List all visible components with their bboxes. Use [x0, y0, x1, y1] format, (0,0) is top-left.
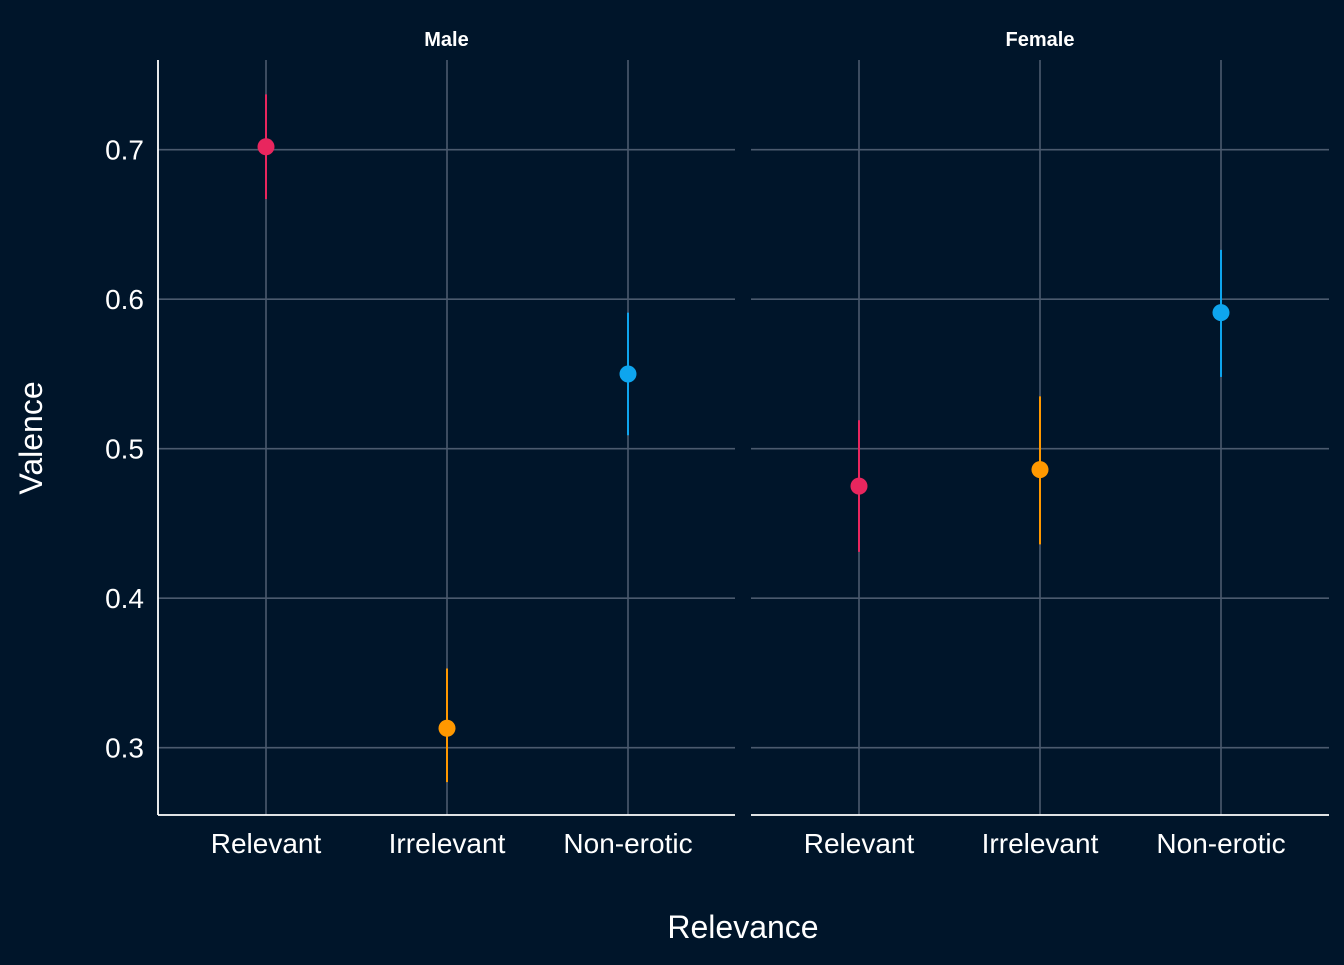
- data-point: [438, 719, 456, 737]
- x-tick-label: Irrelevant: [982, 828, 1099, 859]
- x-tick-label: Non-erotic: [563, 828, 692, 859]
- data-point: [1212, 304, 1230, 322]
- data-point: [1031, 461, 1049, 479]
- panel-male: Male Relevant Irrelevant Non-erotic: [157, 29, 735, 859]
- data-point: [850, 477, 868, 495]
- y-tick-label: 0.5: [105, 434, 144, 465]
- y-tick-label: 0.4: [105, 583, 144, 614]
- x-tick-label: Non-erotic: [1156, 828, 1285, 859]
- y-tick-label: 0.7: [105, 135, 144, 166]
- y-tick-label: 0.6: [105, 284, 144, 315]
- x-axis-title: Relevance: [667, 909, 818, 945]
- y-axis-title: Valence: [13, 381, 49, 494]
- x-tick-label: Irrelevant: [389, 828, 506, 859]
- x-tick-label: Relevant: [804, 828, 915, 859]
- x-tick-label: Relevant: [211, 828, 322, 859]
- y-tick-label: 0.3: [105, 733, 144, 764]
- facet-strip-label: Male: [424, 29, 468, 51]
- facet-strip-label: Female: [1006, 29, 1075, 51]
- data-point: [257, 138, 275, 156]
- data-point: [619, 365, 637, 383]
- panel-female: Female Relevant Irrelevant Non-erotic: [751, 29, 1329, 859]
- y-axis: 0.3 0.4 0.5 0.6 0.7: [105, 135, 144, 764]
- panels: Male Relevant Irrelevant Non-erotic Female Re…: [157, 29, 1329, 859]
